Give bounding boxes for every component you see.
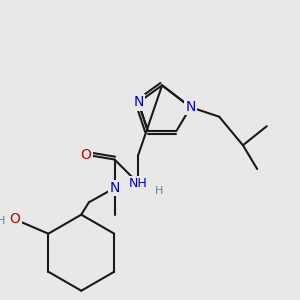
Text: O: O — [81, 148, 92, 162]
Text: H: H — [155, 186, 164, 196]
Text: N: N — [133, 95, 143, 110]
Text: NH: NH — [129, 177, 148, 190]
Text: N: N — [110, 181, 120, 195]
Text: H: H — [0, 216, 5, 226]
Text: O: O — [10, 212, 20, 226]
Text: N: N — [185, 100, 196, 114]
